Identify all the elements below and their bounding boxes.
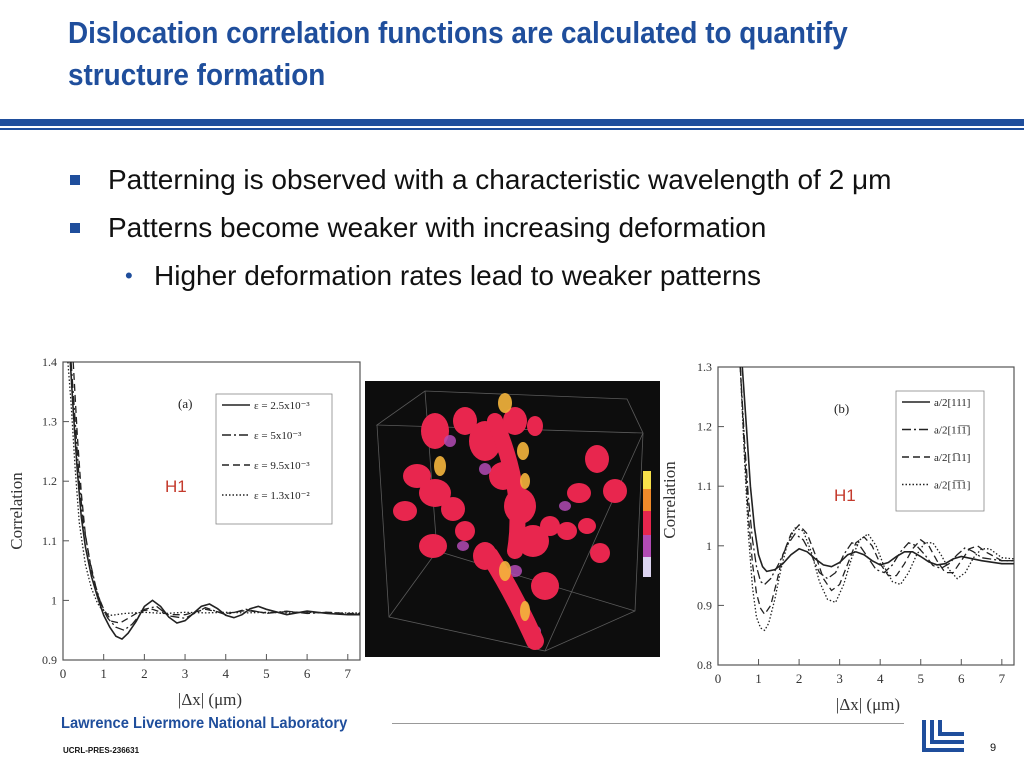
legend: ε = 2.5x10⁻³ ε = 5x10⁻³ ε = 9.5x10⁻³ ε = 1.…: [215, 393, 333, 525]
x-tick-label: 0: [60, 666, 67, 681]
title-rule: [0, 119, 1024, 126]
bullet-item: Patterns become weaker with increasing d…: [70, 210, 970, 246]
x-tick-label: 7: [999, 671, 1006, 686]
y-tick-label: 1.4: [42, 355, 57, 369]
dislocation-3d-rendering: [365, 381, 661, 657]
x-tick-label: 4: [877, 671, 884, 686]
page-number: 9: [990, 742, 997, 754]
legend-label: a/2[1̅11]: [934, 452, 970, 464]
title-rule-thin: [0, 128, 1024, 130]
x-tick-label: 7: [345, 666, 352, 681]
y-tick-label: 1.3: [42, 415, 57, 429]
slide-title: Dislocation correlation functions are ca…: [68, 15, 848, 92]
legend-label: ε = 1.3x10⁻²: [254, 490, 310, 502]
bullet-list: Patterning is observed with a characteri…: [70, 162, 970, 294]
legend-label: ε = 5x10⁻³: [254, 430, 302, 442]
x-tick-label: 3: [836, 671, 843, 686]
square-bullet-icon: [70, 223, 80, 233]
y-tick-label: 0.9: [697, 598, 712, 612]
x-tick-label: 0: [715, 671, 722, 686]
y-tick-label: 0.9: [42, 653, 57, 667]
correlation-chart-b: 0.8 0.9 1 1.1 1.2 1.3 0 1 2 3 4 5 6 7 Correlation |Δ…: [660, 355, 1024, 717]
y-tick-label: 1.1: [42, 534, 57, 548]
legend: a/2[111] a/2[11̅1̅] a/2[1̅11] a/2[1̅1̅1]: [895, 390, 985, 512]
bullet-item: Patterning is observed with a characteri…: [70, 162, 970, 198]
panel-label: (b): [834, 401, 849, 416]
x-tick-label: 2: [141, 666, 148, 681]
dislocation-clusters: [393, 393, 627, 650]
legend-box: [215, 393, 333, 525]
llnl-logo-icon: [922, 720, 964, 752]
x-tick-label: 6: [958, 671, 965, 686]
y-axis-label: Correlation: [660, 461, 679, 539]
color-scale-bar: [643, 471, 651, 577]
footer-rule: [392, 723, 904, 724]
sub-bullet-text: Higher deformation rates lead to weaker …: [154, 260, 761, 291]
bullet-text: Patterning is observed with a characteri…: [108, 164, 892, 195]
x-tick-label: 4: [222, 666, 229, 681]
annotation-h1: H1: [165, 477, 187, 496]
x-tick-label: 3: [182, 666, 189, 681]
legend-box: [895, 390, 985, 512]
y-tick-label: 1: [706, 539, 712, 553]
x-tick-label: 2: [796, 671, 803, 686]
y-tick-label: 1.2: [697, 420, 712, 434]
x-tick-label: 1: [100, 666, 107, 681]
x-tick-label: 5: [263, 666, 270, 681]
footer-doc-code: UCRL-PRES-236631: [63, 746, 140, 755]
y-axis-label: Correlation: [7, 472, 26, 550]
square-bullet-icon: [70, 175, 80, 185]
legend-label: a/2[111]: [934, 397, 970, 409]
legend-label: ε = 9.5x10⁻³: [254, 460, 310, 472]
x-tick-label: 1: [755, 671, 762, 686]
y-tick-label: 1: [51, 593, 57, 607]
legend-label: a/2[1̅1̅1]: [934, 480, 970, 492]
y-tick-label: 1.3: [697, 360, 712, 374]
series-line-0: [69, 361, 360, 641]
footer-lab-name: Lawrence Livermore National Laboratory: [61, 715, 348, 732]
series-line-2: [739, 366, 1014, 616]
bullet-text: Patterns become weaker with increasing d…: [108, 212, 767, 243]
annotation-h1: H1: [834, 486, 856, 505]
plot-frame: [62, 361, 361, 661]
y-tick-label: 1.2: [42, 474, 57, 488]
dot-bullet-icon: •: [125, 263, 133, 288]
plot-frame: [717, 366, 1015, 666]
series-line-3: [739, 366, 1015, 632]
correlation-chart-a: 0.9 1 1.1 1.2 1.3 1.4 0 1 2 3 4 5 6 7 Correlation |Δ…: [0, 350, 370, 712]
legend-label: a/2[11̅1̅]: [934, 425, 970, 437]
y-tick-label: 0.8: [697, 658, 712, 672]
legend-label: ε = 2.5x10⁻³: [254, 400, 310, 412]
x-axis-label: |Δx| (μm): [836, 695, 900, 714]
panel-label: (a): [178, 396, 192, 411]
series-line-3: [67, 361, 360, 616]
y-tick-label: 1.1: [697, 479, 712, 493]
x-tick-label: 5: [917, 671, 924, 686]
sub-bullet-item: • Higher deformation rates lead to weake…: [70, 258, 970, 294]
x-axis-label: |Δx| (μm): [178, 690, 242, 709]
x-tick-label: 6: [304, 666, 311, 681]
